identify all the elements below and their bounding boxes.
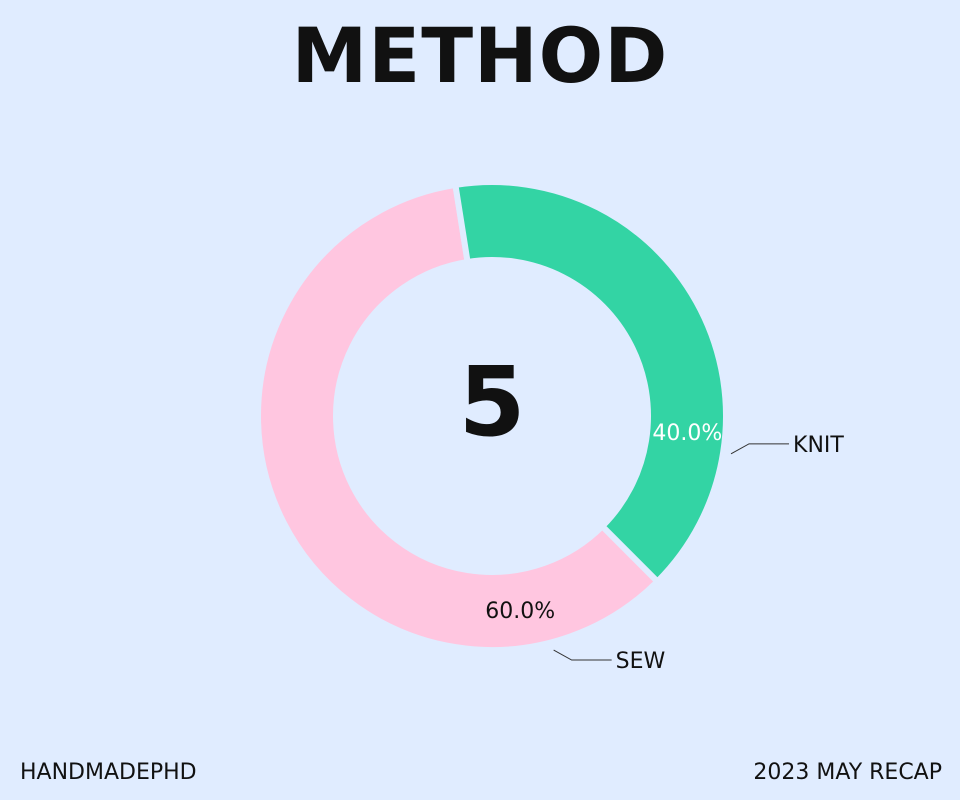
leader-line-knit — [730, 443, 790, 455]
footer-brand: HANDMADEPHD — [20, 760, 197, 785]
footer-period: 2023 MAY RECAP — [753, 760, 942, 785]
category-label-sew: SEW — [616, 649, 666, 674]
slice-sew — [255, 181, 662, 653]
chart-title: METHOD — [291, 11, 669, 100]
percent-label-knit: 40.0% — [652, 421, 722, 446]
slice-knit — [451, 179, 729, 586]
percent-label-sew: 60.0% — [485, 599, 555, 624]
center-value: 5 — [459, 346, 526, 458]
category-label-knit: KNIT — [793, 433, 844, 458]
leader-line-sew — [553, 649, 612, 661]
